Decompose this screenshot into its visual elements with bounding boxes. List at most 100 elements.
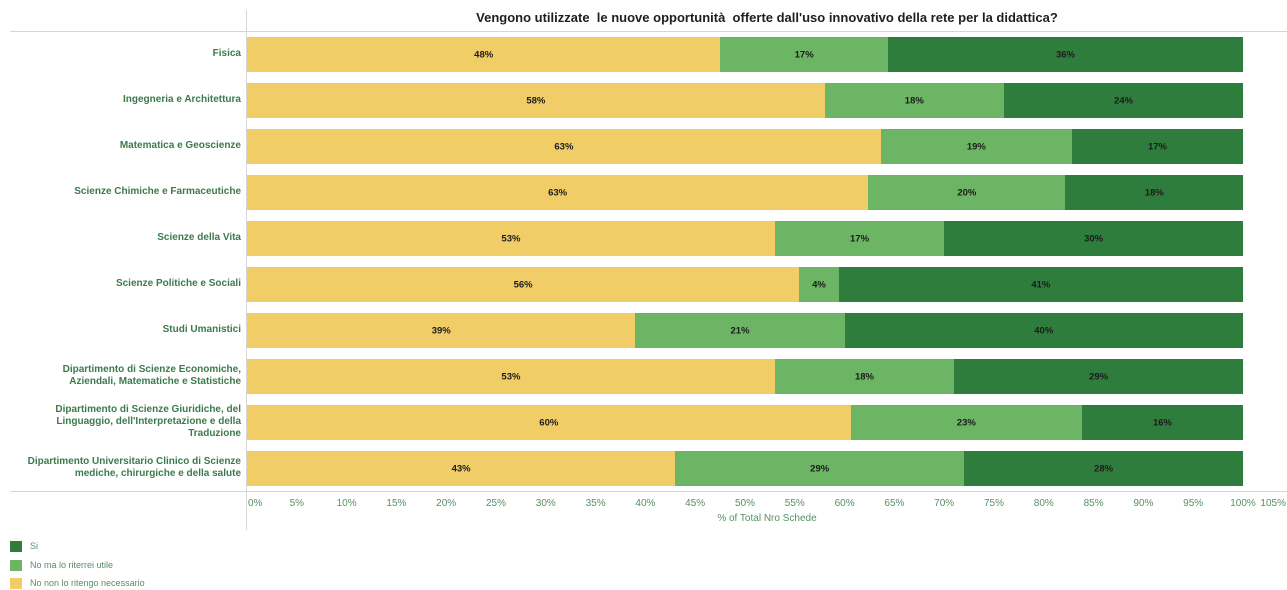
category-label: Scienze della Vita <box>157 232 241 243</box>
x-axis-line <box>10 491 1287 492</box>
bar-segment-no-non-lo-ritengo-necessario[interactable]: 63% <box>247 129 881 164</box>
bar-segment-si[interactable]: 18% <box>1065 175 1243 210</box>
row-header-divider-line <box>246 10 247 530</box>
bar-value-label: 63% <box>554 141 574 152</box>
bar-value-label: 19% <box>966 141 986 152</box>
category-label: Dipartimento di Scienze Economiche, Azie… <box>62 364 241 387</box>
legend-label-no-non-lo-ritengo-necessario: No non lo ritengo necessario <box>30 578 145 588</box>
legend: Si No ma lo riterrei utile No non lo rit… <box>10 541 210 589</box>
bar-value-label: 60% <box>539 417 559 428</box>
bar-value-label: 58% <box>526 95 546 106</box>
bar-value-label: 29% <box>810 463 830 474</box>
chart-title: Vengono utilizzate le nuove opportunità … <box>476 10 1058 25</box>
legend-swatch-no-ma-lo-riterrei-utile <box>10 560 22 571</box>
x-axis-title: % of Total Nro Schede <box>717 513 817 524</box>
bar-segment-no-ma-lo-riterrei-utile[interactable]: 4% <box>799 267 839 302</box>
bar-segment-no-ma-lo-riterrei-utile[interactable]: 17% <box>774 221 945 256</box>
bar-value-label: 30% <box>1084 233 1104 244</box>
bar-value-label: 17% <box>794 49 814 60</box>
x-tick-label: 95% <box>1183 498 1204 509</box>
category-label: Scienze Chimiche e Farmaceutiche <box>74 186 241 197</box>
bar-value-label: 53% <box>501 371 521 382</box>
legend-item-no-non-lo-ritengo-necessario[interactable]: No non lo ritengo necessario <box>10 578 145 589</box>
bar-segment-no-non-lo-ritengo-necessario[interactable]: 56% <box>247 267 800 302</box>
bar-segment-no-ma-lo-riterrei-utile[interactable]: 29% <box>675 451 965 486</box>
category-label: Dipartimento di Scienze Giuridiche, del … <box>55 404 241 439</box>
bar-value-label: 63% <box>548 187 568 198</box>
bar-segment-no-non-lo-ritengo-necessario[interactable]: 58% <box>247 83 825 118</box>
bar-segment-si[interactable]: 28% <box>964 451 1243 486</box>
x-tick-label: 45% <box>685 498 706 509</box>
bar-value-label: 48% <box>474 49 494 60</box>
category-label: Dipartimento Universitario Clinico di Sc… <box>27 456 241 479</box>
bar-segment-no-ma-lo-riterrei-utile[interactable]: 21% <box>635 313 845 348</box>
bar-segment-no-ma-lo-riterrei-utile[interactable]: 17% <box>720 37 888 72</box>
category-label: Matematica e Geoscienze <box>119 140 241 151</box>
bar-value-label: 40% <box>1034 325 1054 336</box>
bar-value-label: 18% <box>904 95 924 106</box>
bar-segment-no-non-lo-ritengo-necessario[interactable]: 53% <box>247 221 775 256</box>
x-tick-label: 25% <box>485 498 507 509</box>
category-label: Ingegneria e Architettura <box>123 94 241 105</box>
bar-segment-no-ma-lo-riterrei-utile[interactable]: 18% <box>774 359 955 394</box>
bar-value-label: 18% <box>854 371 875 382</box>
x-tick-label: 85% <box>1083 498 1104 509</box>
x-tick-label: 30% <box>535 498 556 509</box>
x-tick-label: 10% <box>336 498 357 509</box>
category-label: Fisica <box>212 48 241 59</box>
bar-value-label: 53% <box>501 233 521 244</box>
bar-segment-no-non-lo-ritengo-necessario[interactable]: 48% <box>247 37 721 72</box>
x-tick-label: 20% <box>436 498 457 509</box>
bar-segment-no-ma-lo-riterrei-utile[interactable]: 23% <box>850 405 1083 440</box>
category-label: Studi Umanistici <box>162 324 241 335</box>
x-tick-label: 65% <box>884 498 905 509</box>
x-tick-label: 75% <box>983 498 1005 509</box>
bar-value-label: 24% <box>1113 95 1133 106</box>
legend-swatch-no-non-lo-ritengo-necessario <box>10 578 22 589</box>
bar-value-label: 16% <box>1152 417 1173 428</box>
category-label: Scienze Politiche e Sociali <box>115 278 241 289</box>
bar-segment-si[interactable]: 17% <box>1071 129 1243 164</box>
legend-swatch-si <box>10 541 22 552</box>
bar-segment-no-non-lo-ritengo-necessario[interactable]: 63% <box>247 175 869 210</box>
bar-segment-no-non-lo-ritengo-necessario[interactable]: 43% <box>247 451 676 486</box>
x-tick-label: 80% <box>1033 498 1054 509</box>
bar-value-label: 39% <box>431 325 451 336</box>
x-tick-label: 35% <box>585 498 606 509</box>
bar-segment-si[interactable]: 29% <box>954 359 1243 394</box>
header-divider-line <box>10 31 1287 32</box>
bar-value-label: 23% <box>956 417 976 428</box>
x-tick-label: 100% <box>1230 498 1256 509</box>
x-tick-label: 50% <box>734 498 756 509</box>
legend-item-no-ma-lo-riterrei-utile[interactable]: No ma lo riterrei utile <box>10 560 113 571</box>
bar-value-label: 36% <box>1055 49 1075 60</box>
bar-segment-no-ma-lo-riterrei-utile[interactable]: 18% <box>824 83 1004 118</box>
bar-segment-si[interactable]: 24% <box>1003 83 1243 118</box>
x-tick-label: 70% <box>934 498 955 509</box>
bar-segment-si[interactable]: 41% <box>838 267 1243 302</box>
bar-value-label: 28% <box>1094 463 1114 474</box>
bar-value-label: 43% <box>451 463 471 474</box>
bar-segment-si[interactable]: 16% <box>1082 405 1243 440</box>
x-tick-label: 105% <box>1260 498 1286 509</box>
bar-value-label: 21% <box>730 325 750 336</box>
bar-segment-no-ma-lo-riterrei-utile[interactable]: 19% <box>880 129 1072 164</box>
x-tick-label: 40% <box>635 498 656 509</box>
bar-segment-no-ma-lo-riterrei-utile[interactable]: 20% <box>868 175 1066 210</box>
bar-segment-si[interactable]: 30% <box>944 221 1243 256</box>
x-tick-label: 60% <box>834 498 855 509</box>
x-tick-label: 90% <box>1133 498 1154 509</box>
bar-value-label: 41% <box>1031 279 1051 290</box>
bar-segment-no-non-lo-ritengo-necessario[interactable]: 53% <box>247 359 775 394</box>
bar-value-label: 29% <box>1089 371 1109 382</box>
bar-segment-no-non-lo-ritengo-necessario[interactable]: 39% <box>247 313 636 348</box>
bar-value-label: 56% <box>513 279 533 290</box>
bar-segment-no-non-lo-ritengo-necessario[interactable]: 60% <box>247 405 851 440</box>
legend-item-si[interactable]: Si <box>10 541 38 552</box>
legend-label-si: Si <box>30 541 39 551</box>
bar-segment-si[interactable]: 36% <box>887 37 1243 72</box>
bar-segment-si[interactable]: 40% <box>844 313 1243 348</box>
bar-value-label: 17% <box>1147 141 1167 152</box>
x-tick-label: 0% <box>248 498 263 509</box>
